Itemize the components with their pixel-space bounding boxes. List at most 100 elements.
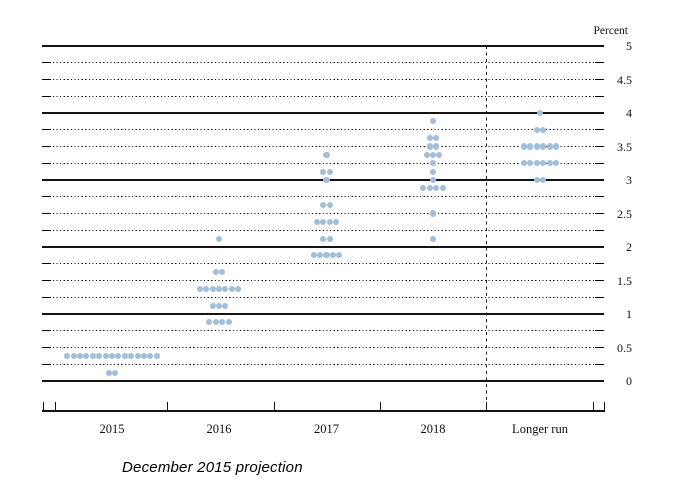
projection-dot [429,160,437,167]
projection-dot [329,252,336,259]
projection-dot [527,143,534,150]
projection-dot [326,218,333,225]
projection-dot [326,235,333,242]
gridline-dotted [42,229,604,231]
projection-dot [215,302,223,309]
gridline-solid [42,313,604,315]
gridline-solid [42,112,604,114]
projection-dot [429,151,437,158]
projection-dot [128,352,135,359]
projection-dot [536,109,544,117]
gridline-dotted [42,62,604,64]
projection-dot [153,352,160,359]
axis-tick [167,401,168,411]
x-axis [42,410,605,412]
projection-dot [102,352,109,359]
projection-dot [433,185,440,192]
projection-dot [209,285,216,292]
projection-dot [336,252,343,259]
gridline-dotted [42,129,604,131]
projection-dot [436,151,443,158]
rate-label: 0.5 [617,340,632,355]
projection-dot [552,160,560,167]
rate-label: 1.5 [617,273,632,288]
projection-dot [147,352,154,359]
projection-dot [206,319,213,326]
y-axis-unit-label: Percent [593,25,628,37]
projection-dot [429,176,437,184]
projection-dot [323,151,330,158]
projection-dot [423,151,430,158]
gridline-dotted [42,296,604,298]
gridline-dotted [42,196,604,198]
projection-dot [540,176,547,184]
projection-dot [235,285,242,292]
gridline-solid [42,179,604,181]
projection-dot [552,143,560,150]
projection-dot [426,135,433,142]
axis-tick [274,401,275,411]
projection-dot [326,202,333,209]
projection-dot [222,285,229,292]
rate-label: 5 [626,39,632,53]
projection-dot [540,126,547,133]
year-label: Longer run [512,422,568,436]
rate-label: 1 [626,307,632,321]
projection-dot [225,319,232,326]
projection-dot [323,252,330,259]
gridline-dotted [42,213,604,214]
projection-dot [105,369,112,376]
rate-label: 4.5 [617,72,632,87]
projection-dot [540,160,547,167]
axis-tick [380,401,381,411]
projection-dot [140,352,148,359]
projection-dot [212,319,219,326]
gridline-dotted [42,79,604,80]
projection-dot [533,176,540,184]
projection-dot [433,135,440,142]
projection-dot [429,118,437,125]
year-label: 2017 [314,422,339,436]
projection-dot [320,218,327,225]
projection-dot [228,285,235,292]
projection-dot [323,176,330,184]
rate-label: 3.5 [617,139,632,154]
gridline-dotted [42,280,604,281]
projection-dot [209,302,216,309]
projection-dot [215,285,223,292]
projection-dot [540,143,547,150]
rate-label: 3 [626,173,632,187]
projection-dot [533,160,540,167]
gridline-dotted [42,330,604,332]
longer-run-separator [486,46,487,411]
projection-dot [546,143,553,150]
projection-dot [203,285,210,292]
axis-tick [486,401,487,411]
gridline-dotted [42,162,604,164]
projection-dot [121,352,128,359]
rate-label: 4 [626,106,632,120]
projection-dot [520,143,528,150]
projection-dot [70,352,77,359]
gridline-solid [42,380,604,382]
rate-label: 2.5 [617,206,632,221]
projection-dot [439,185,446,192]
projection-dot [433,143,440,150]
projection-dot [108,352,116,359]
gridline-dotted [42,95,604,97]
rate-label: 0 [626,374,632,388]
projection-dot [520,160,528,167]
projection-dot [219,319,226,326]
projection-dot [83,352,90,359]
projection-dot [212,269,219,276]
gridline-dotted [42,363,604,365]
projection-dot [115,352,122,359]
projection-dot [546,160,553,167]
projection-dot [426,185,433,192]
gridline-dotted [42,347,604,348]
projection-dot [96,352,103,359]
projection-dot [429,235,437,242]
projection-dot [326,168,333,175]
gridline-solid [42,246,604,248]
